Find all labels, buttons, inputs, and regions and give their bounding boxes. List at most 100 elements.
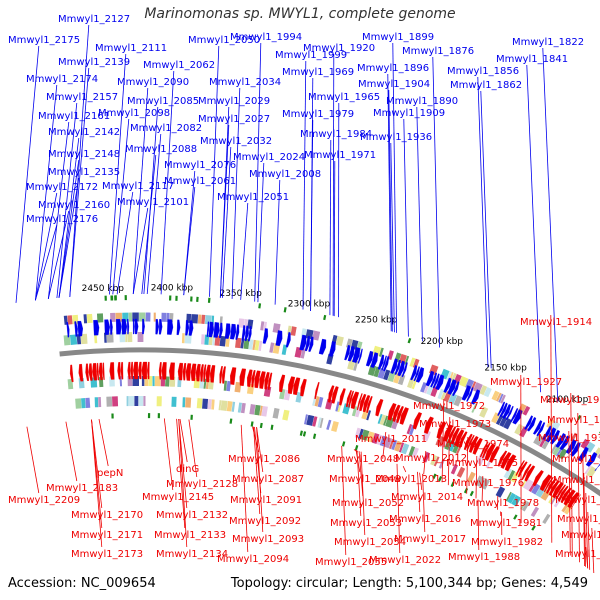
category-band-segment bbox=[430, 454, 438, 466]
reverse-strand-features bbox=[69, 361, 582, 510]
reverse-gene-arrow bbox=[127, 361, 131, 380]
gene-leader-line-bottom bbox=[65, 421, 78, 482]
rna-mark bbox=[302, 431, 307, 437]
category-band-segment bbox=[514, 423, 524, 436]
category-band-segment bbox=[208, 379, 215, 390]
reverse-gene-arrow bbox=[517, 461, 528, 478]
gene-label-top: Mmwyl1_1965 bbox=[308, 92, 380, 103]
gene-label-top: Mmwyl1_1876 bbox=[402, 46, 474, 57]
forward-gene-arrow bbox=[370, 352, 379, 368]
gene-leader-line-top bbox=[477, 76, 489, 368]
category-band-segment bbox=[521, 501, 530, 512]
category-band-segment bbox=[326, 419, 332, 430]
forward-gene-arrow bbox=[142, 318, 145, 335]
gene-leader-line-top bbox=[403, 118, 409, 337]
reverse-gene-arrow bbox=[267, 372, 273, 390]
category-band-segment bbox=[279, 388, 286, 400]
forward-gene-arrow bbox=[344, 345, 351, 361]
rna-mark bbox=[341, 441, 346, 447]
reverse-gene-arrow bbox=[185, 363, 192, 381]
gene-label-bottom: dinG bbox=[176, 464, 199, 475]
gene-leader-line-top bbox=[240, 202, 249, 300]
gene-label-bottom: Mmwyl1_1973 bbox=[419, 419, 491, 430]
category-band-segment bbox=[306, 414, 315, 426]
category-band-segment bbox=[240, 402, 246, 414]
gene-leader-line-top bbox=[333, 160, 336, 317]
category-band-segment bbox=[517, 403, 527, 414]
gene-label-top: Mmwyl1_2008 bbox=[249, 169, 321, 180]
gene-leader-line-top bbox=[231, 87, 241, 299]
forward-gene-arrow bbox=[365, 350, 374, 367]
reverse-gene-arrow bbox=[331, 386, 339, 404]
category-band-segment bbox=[283, 389, 291, 401]
category-band-segment bbox=[561, 502, 570, 513]
gene-leader-line-bottom bbox=[583, 472, 586, 567]
reverse-gene-arrow bbox=[138, 361, 142, 380]
forward-gene-arrow bbox=[208, 321, 214, 338]
reverse-gene-arrow bbox=[500, 452, 512, 469]
reverse-gene-arrow bbox=[130, 361, 134, 380]
category-band-segment bbox=[376, 434, 383, 446]
rna-mark bbox=[513, 514, 518, 520]
gene-leader-line-bottom bbox=[178, 418, 188, 509]
gene-label-bottom: Mmwyl1_2016 bbox=[389, 514, 461, 525]
category-band-segment bbox=[521, 477, 528, 488]
gene-leader-line-top bbox=[310, 119, 314, 312]
category-band-segment bbox=[411, 378, 418, 390]
forward-gene-arrow bbox=[357, 348, 363, 364]
gene-leader-line-top bbox=[416, 106, 423, 342]
category-band-segment bbox=[542, 513, 551, 525]
gene-label-bottom: Mmwyl1_2013 bbox=[375, 474, 447, 485]
reverse-gene-arrow bbox=[102, 362, 105, 380]
reverse-gene-arrow bbox=[288, 376, 296, 395]
category-band-segment bbox=[411, 447, 419, 459]
gene-leader-line-bottom bbox=[91, 419, 103, 548]
gene-label-bottom: Mmwyl1_2173 bbox=[71, 549, 143, 560]
category-band-segment bbox=[373, 366, 381, 378]
category-band-segment bbox=[479, 385, 488, 396]
forward-gene-arrow bbox=[524, 415, 533, 430]
forward-gene-arrow bbox=[155, 319, 159, 335]
forward-gene-arrow bbox=[394, 359, 401, 375]
gene-label-top: Mmwyl1_2175 bbox=[8, 35, 80, 46]
gene-label-bottom: Mmwyl1_1933 bbox=[552, 454, 600, 465]
forward-strand-features bbox=[66, 318, 600, 472]
category-band-segment bbox=[479, 406, 489, 418]
gene-label-bottom: Mmwyl1_1974 bbox=[437, 439, 509, 450]
forward-gene-arrow bbox=[532, 420, 543, 435]
gene-label-bottom: Mmwyl1_2093 bbox=[232, 534, 304, 545]
category-band-segment bbox=[586, 466, 597, 478]
reverse-gene-arrow bbox=[251, 370, 256, 388]
gene-leader-line-top bbox=[58, 137, 80, 298]
gene-leader-line-top bbox=[15, 45, 40, 303]
reverse-gene-arrow bbox=[489, 446, 500, 464]
category-band-segment bbox=[214, 335, 221, 346]
gene-leader-line-top bbox=[526, 64, 541, 393]
bottom-gene-labels: Mmwyl1_1914 Mmwyl1_1927 Mmwyl1_1928 Mmwyl1_… bbox=[8, 314, 600, 574]
category-band-segment bbox=[361, 429, 370, 441]
category-band-segment bbox=[455, 444, 463, 455]
forward-gene-arrow bbox=[74, 321, 78, 337]
gene-label-top: Mmwyl1_1909 bbox=[373, 108, 445, 119]
rna-mark bbox=[432, 473, 437, 479]
reverse-gene-arrow bbox=[177, 362, 184, 381]
gene-label-top: Mmwyl1_2142 bbox=[48, 127, 120, 138]
category-band-segment bbox=[409, 424, 416, 436]
category-band-segment bbox=[435, 435, 445, 447]
category-band-segment bbox=[533, 433, 544, 446]
reverse-gene-arrow bbox=[328, 385, 335, 403]
category-band-segment bbox=[383, 415, 389, 426]
category-band-segment bbox=[391, 439, 398, 451]
forward-gene-arrow bbox=[262, 328, 269, 344]
reverse-gene-arrow bbox=[339, 388, 346, 406]
gene-leader-line-bottom bbox=[441, 398, 445, 483]
category-band-segment bbox=[449, 372, 454, 382]
gene-leader-line-bottom bbox=[396, 463, 401, 554]
forward-gene-arrow bbox=[549, 429, 560, 445]
category-band-segment bbox=[243, 338, 250, 350]
category-band-segment bbox=[347, 358, 356, 371]
category-band-segment bbox=[499, 416, 508, 427]
gene-label-top: Mmwyl1_2161 bbox=[38, 111, 110, 122]
category-band-segment bbox=[387, 370, 396, 383]
category-band-segment bbox=[498, 393, 504, 403]
